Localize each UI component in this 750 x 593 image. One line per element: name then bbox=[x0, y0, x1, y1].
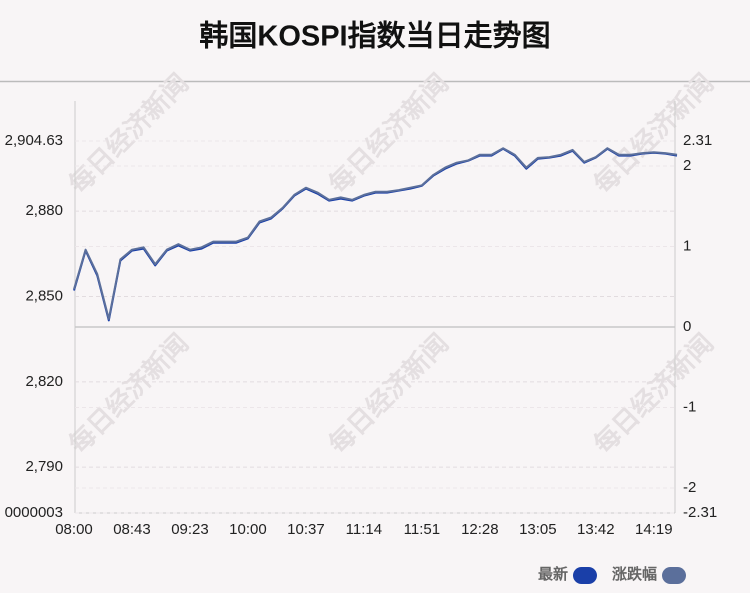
y-tick-label: 0000003 bbox=[5, 504, 63, 521]
y-tick-label: 2,790 bbox=[25, 458, 63, 475]
y2-tick-label: -2.31 bbox=[683, 504, 717, 521]
y2-tick-label: 2 bbox=[683, 157, 691, 174]
x-tick-label: 13:42 bbox=[577, 521, 615, 538]
y2-tick-label: -2 bbox=[683, 479, 696, 496]
y-tick-label: 2,904.63 bbox=[5, 132, 63, 149]
x-tick-label: 08:00 bbox=[55, 521, 93, 538]
line-series bbox=[73, 147, 678, 320]
y2-tick-label: 0 bbox=[683, 318, 691, 335]
y2-tick-label: -1 bbox=[683, 398, 696, 415]
x-tick-label: 12:28 bbox=[461, 521, 499, 538]
y2-tick-label: 1 bbox=[683, 237, 691, 254]
x-tick-label: 13:05 bbox=[519, 521, 557, 538]
legend-label: 涨跌幅 bbox=[612, 565, 657, 583]
x-tick-label: 10:37 bbox=[287, 521, 325, 538]
x-tick-label: 11:14 bbox=[346, 521, 382, 538]
legend-swatch bbox=[662, 567, 686, 584]
y-tick-label: 2,850 bbox=[25, 287, 63, 304]
chart-title: 韩国KOSPI指数当日走势图 bbox=[199, 20, 550, 53]
y-tick-label: 2,880 bbox=[25, 202, 63, 219]
legend-swatch bbox=[572, 567, 597, 584]
x-tick-label: 09:23 bbox=[171, 521, 209, 538]
x-tick-label: 14:19 bbox=[635, 521, 673, 538]
x-tick-label: 08:43 bbox=[113, 521, 151, 538]
y-tick-label: 2,820 bbox=[25, 373, 63, 390]
x-tick-label: 11:51 bbox=[404, 521, 440, 538]
legend-label: 最新 bbox=[538, 565, 568, 583]
x-tick-label: 10:00 bbox=[229, 521, 267, 538]
y2-tick-label: 2.31 bbox=[683, 132, 712, 149]
